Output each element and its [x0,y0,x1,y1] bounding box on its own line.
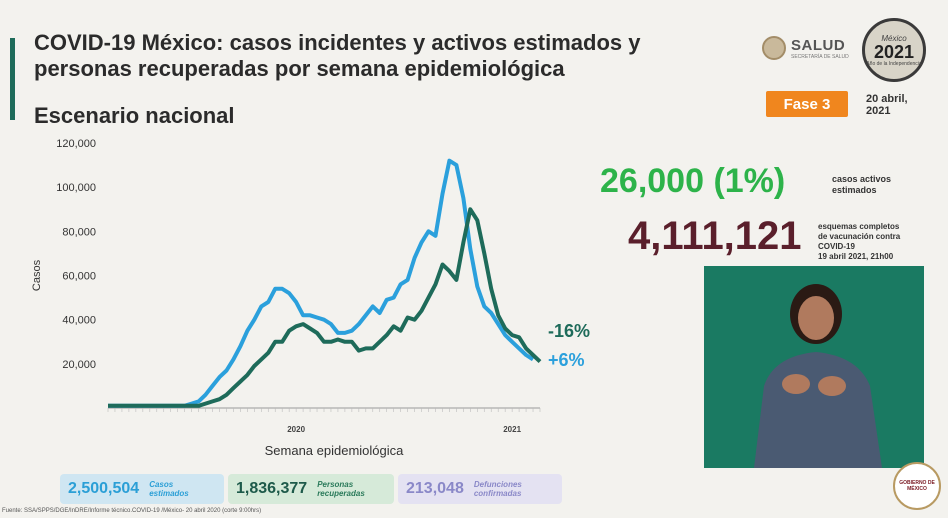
accent-bar [10,38,15,120]
active-cases-label: casos activos estimados [832,174,892,195]
year-label: 2020 [287,425,305,434]
gobierno-mexico-logo: GOBIERNO DE MÉXICO [893,462,941,510]
stat-estimated-cases-value: 2,500,504 [68,480,140,497]
report-date: 20 abril, 2021 [866,93,908,117]
mexico-logo-top: México [881,33,907,43]
vaccination-label-4: 19 abril 2021, 21h00 [818,252,894,261]
stat-deaths: 213,048 Defunciones confirmadas [398,474,562,504]
vaccination-value: 4,111,121 [628,214,802,258]
mexico-2021-logo: México 2021 Año de la Independencia [862,18,926,82]
stat-deaths-value: 213,048 [406,480,464,497]
report-date-line2: 2021 [866,105,891,117]
gob-logo-line2: MÉXICO [907,486,927,492]
vaccination-label-1: esquemas completos [818,222,900,231]
report-date-line1: 20 abril, [866,93,908,105]
sign-language-interpreter-video [704,266,924,468]
mexico-logo-sub: Año de la Independencia [866,60,922,67]
stat-recovered-value: 1,836,377 [236,480,308,497]
series-line-1 [108,207,542,408]
y-axis-label: Casos [31,259,43,291]
change-annotation: +6% [548,350,585,370]
page-subtitle: Escenario nacional [34,103,235,128]
salud-subtext: SECRETARÍA DE SALUD [791,53,849,60]
mexico-logo-year: 2021 [873,41,915,62]
x-axis-label: Semana epidemiológica [265,443,405,458]
interpreter-figure-icon [754,284,882,468]
stat-recovered: 1,836,377 Personas recuperadas [228,474,394,504]
source-footer: Fuente: SSA/SPPS/DGE/InDRE/Informe técni… [2,508,262,514]
vaccination-label-3: COVID-19 [818,242,855,251]
series-line-0 [108,158,535,408]
salud-text: SALUD [791,36,846,54]
y-tick-label: 20,000 [62,359,96,371]
y-tick-label: 80,000 [62,226,96,238]
y-tick-label: 120,000 [56,138,96,150]
fase-badge: Fase 3 [766,91,848,117]
salud-seal-icon [762,36,786,60]
stat-estimated-cases: 2,500,504 Casos estimados [60,474,224,504]
y-tick-label: 40,000 [62,315,96,327]
active-cases-value: 26,000 (1%) [600,162,786,200]
gob-logo-line1: GOBIERNO DE [899,480,935,486]
stat-estimated-cases-label: Casos estimados [149,480,189,498]
stat-deaths-label: Defunciones confirmadas [473,480,522,498]
year-label: 2021 [503,425,521,434]
y-tick-label: 60,000 [62,271,96,283]
page-title: COVID-19 México: casos incidentes y acti… [34,30,641,81]
vaccination-label: esquemas completos de vacunación contra … [818,222,938,262]
salud-logo: SALUD SECRETARÍA DE SALUD [762,36,849,60]
change-annotation: -16% [548,321,590,341]
y-tick-label: 100,000 [56,182,96,194]
vaccination-label-2: de vacunación contra [818,232,901,241]
stat-recovered-label: Personas recuperadas [317,480,365,498]
